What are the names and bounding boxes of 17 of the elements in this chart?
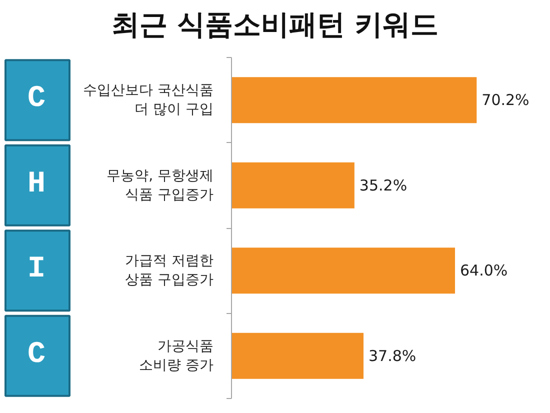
data-label: 35.2% [359, 176, 408, 194]
data-label: 37.8% [368, 346, 416, 365]
bar [232, 77, 477, 124]
y-tick-label: 가공식품 소비량 증가 [139, 338, 214, 374]
text: I [28, 252, 46, 287]
text: C [28, 82, 46, 116]
data-label: 64.0% [460, 262, 508, 280]
y-tick-label: 수입산보다 국산식품 더 많이 구입 [83, 82, 214, 118]
text: H [28, 167, 46, 202]
y-tick-label: 무농약, 무항생제 식품 구입증가 [106, 168, 214, 203]
y-tick-label: 가급적 저렴한 상품 구입증가 [125, 253, 214, 288]
text: C [28, 338, 46, 372]
bar [232, 332, 364, 379]
bar [232, 162, 354, 208]
chart-title: 최근 식품소비패턴 키워드 [111, 7, 439, 43]
bar [232, 248, 456, 294]
data-label: 70.2% [482, 91, 530, 110]
